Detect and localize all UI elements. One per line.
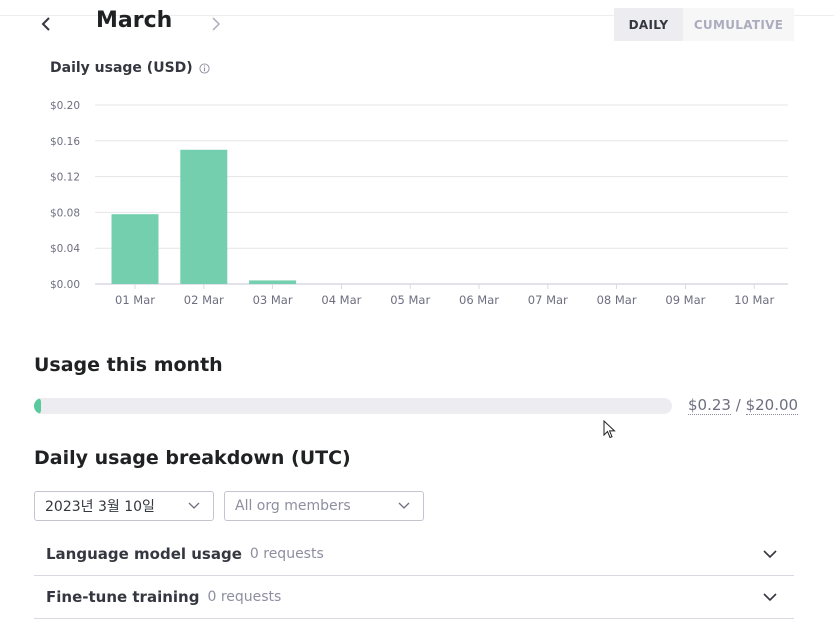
bar xyxy=(111,214,159,284)
row-title: Language model usage xyxy=(46,544,242,563)
chevron-down-icon xyxy=(398,502,410,509)
mouse-cursor-icon xyxy=(603,420,616,439)
chevron-left-icon xyxy=(41,17,50,31)
chevron-down-icon xyxy=(188,502,200,509)
row-count: 0 requests xyxy=(249,545,324,562)
y-tick-label: $0.12 xyxy=(50,172,80,184)
x-tick-label: 03 Mar xyxy=(253,293,293,307)
cumulative-toggle-button[interactable]: CUMULATIVE xyxy=(693,17,784,32)
x-tick-label: 01 Mar xyxy=(115,293,155,307)
x-tick-label: 06 Mar xyxy=(459,293,499,307)
chevron-down-icon[interactable] xyxy=(762,549,778,559)
language-model-usage-row[interactable]: Language model usage 0 requests xyxy=(34,532,794,576)
x-tick-label: 04 Mar xyxy=(321,293,361,307)
bar xyxy=(249,280,297,284)
chart-title: Daily usage (USD) xyxy=(50,60,193,76)
x-tick-label: 08 Mar xyxy=(597,293,637,307)
header-divider xyxy=(0,15,834,16)
chevron-right-icon xyxy=(212,17,221,31)
month-title: March xyxy=(96,8,173,33)
row-title: Fine-tune training xyxy=(46,587,200,606)
usage-limit[interactable]: $20.00 xyxy=(745,396,799,415)
breakdown-title: Daily usage breakdown (UTC) xyxy=(34,447,351,469)
row-count: 0 requests xyxy=(207,588,282,605)
fine-tune-training-row[interactable]: Fine-tune training 0 requests xyxy=(34,575,794,619)
info-icon[interactable] xyxy=(199,62,210,74)
chevron-down-icon[interactable] xyxy=(762,592,778,602)
next-month-button[interactable] xyxy=(206,12,226,36)
usage-amount: $0.23 / $20.00 xyxy=(688,396,799,415)
date-select-value: 2023년 3월 10일 xyxy=(45,499,155,515)
member-select-value: All org members xyxy=(235,498,351,514)
usage-used[interactable]: $0.23 xyxy=(688,396,731,415)
x-tick-label: 10 Mar xyxy=(734,293,774,307)
member-select[interactable]: All org members xyxy=(224,491,424,521)
view-toggle: DAILY CUMULATIVE xyxy=(614,8,794,41)
daily-toggle-button[interactable]: DAILY xyxy=(614,8,683,41)
usage-progress-bar xyxy=(34,398,672,414)
date-select[interactable]: 2023년 3월 10일 xyxy=(34,491,214,521)
y-tick-label: $0.00 xyxy=(50,279,80,291)
x-tick-label: 05 Mar xyxy=(390,293,430,307)
y-tick-label: $0.20 xyxy=(50,100,80,112)
usage-separator: / xyxy=(735,396,741,414)
prev-month-button[interactable] xyxy=(36,12,56,36)
bar xyxy=(180,149,228,284)
usage-progress-fill xyxy=(34,398,42,414)
x-tick-label: 09 Mar xyxy=(665,293,705,307)
x-tick-label: 02 Mar xyxy=(184,293,224,307)
y-tick-label: $0.08 xyxy=(50,207,80,219)
chart-title-row: Daily usage (USD) xyxy=(50,60,210,76)
y-tick-label: $0.04 xyxy=(50,243,80,255)
usage-month-title: Usage this month xyxy=(34,354,223,376)
y-tick-label: $0.16 xyxy=(50,136,80,148)
x-tick-label: 07 Mar xyxy=(528,293,568,307)
daily-usage-chart: $0.00 $0.04 $0.08 $0.12 $0.16 $0.20 01 Mar 02 M… xyxy=(50,100,788,307)
